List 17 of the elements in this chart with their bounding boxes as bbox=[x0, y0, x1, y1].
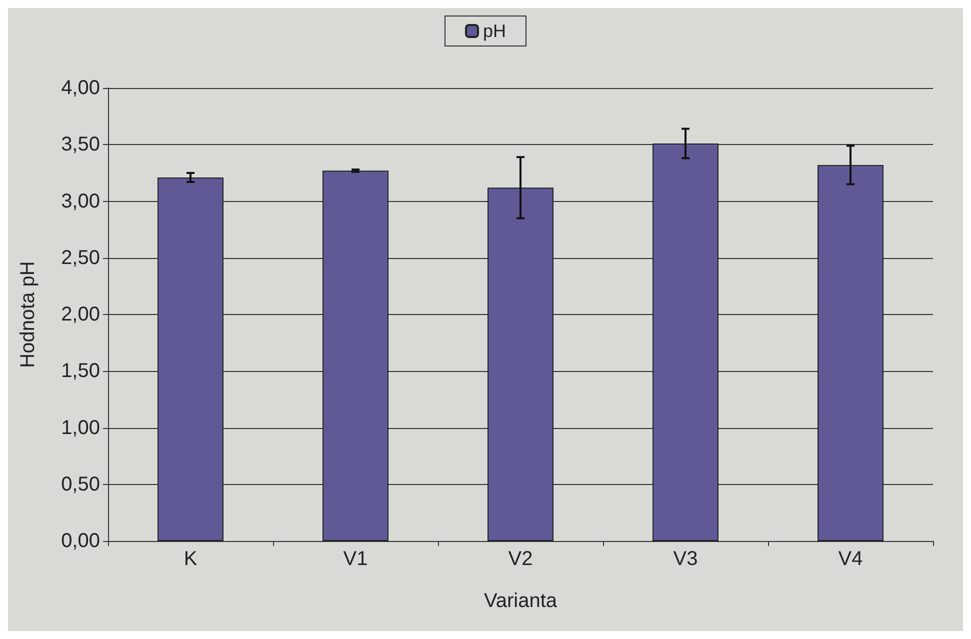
x-tick-label: V1 bbox=[343, 548, 368, 570]
y-tick-label: 2,00 bbox=[61, 304, 100, 326]
x-axis-title: Varianta bbox=[484, 590, 558, 612]
y-axis-title: Hodnota pH bbox=[17, 261, 39, 368]
x-tick-label: V4 bbox=[838, 548, 863, 570]
x-tick-label: K bbox=[184, 548, 198, 570]
y-tick-label: 4,00 bbox=[61, 77, 100, 99]
y-tick-label: 0,50 bbox=[61, 473, 100, 496]
y-tick-label: 1,50 bbox=[61, 360, 100, 382]
y-tick-label: 2,50 bbox=[61, 246, 100, 269]
x-tick-label: V3 bbox=[673, 548, 698, 570]
x-tick-label: V2 bbox=[508, 548, 533, 570]
y-tick-label: 3,00 bbox=[61, 190, 100, 212]
legend-label: pH bbox=[482, 21, 506, 41]
y-tick-label: 1,00 bbox=[61, 416, 100, 439]
y-tick-label: 0,00 bbox=[61, 530, 100, 552]
y-tick-label: 3,50 bbox=[61, 134, 100, 156]
